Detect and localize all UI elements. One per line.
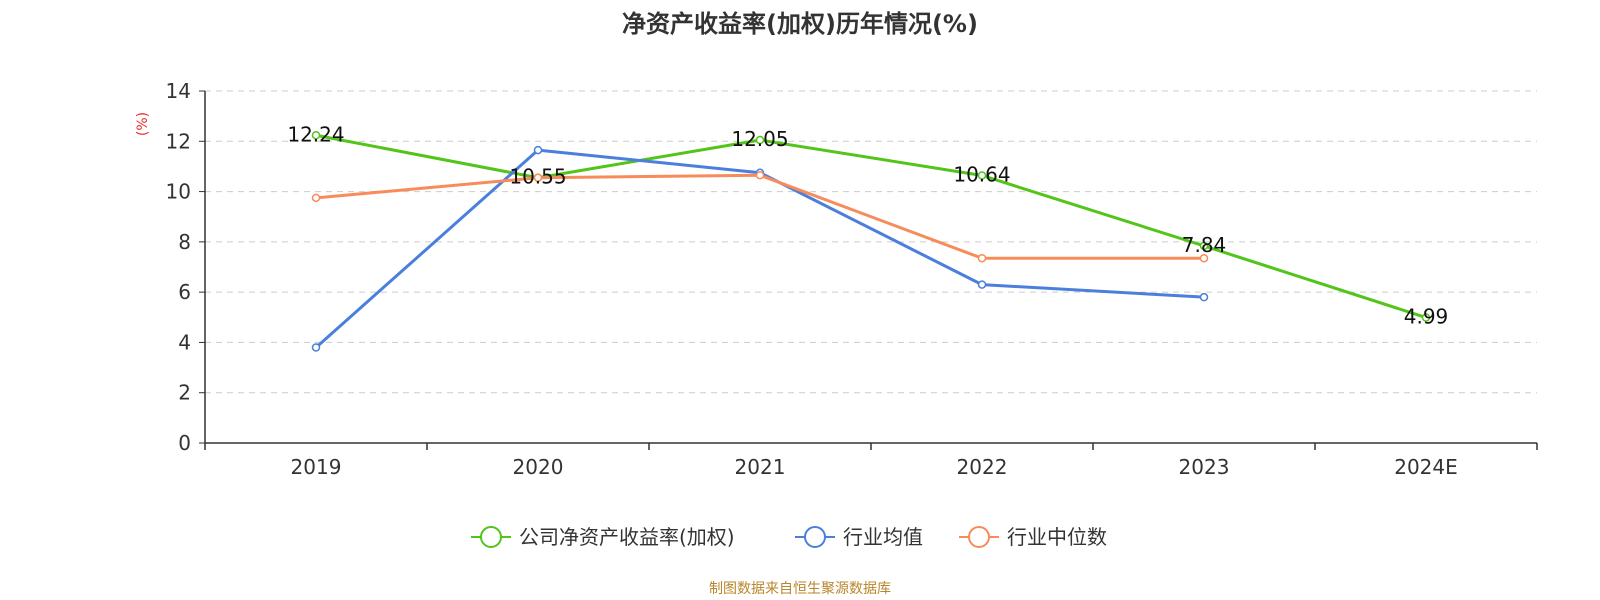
series-line-1 (315, 148, 1205, 349)
y-tick-label: 0 (178, 431, 191, 455)
data-point (1421, 313, 1431, 322)
data-point (1199, 292, 1209, 302)
data-labels: 12.24 10.55 12.05 10.64 7.84 4.99 (287, 122, 1448, 328)
legend-marker-icon (968, 526, 990, 548)
legend-label: 行业中位数 (1007, 525, 1107, 549)
legend-item-2[interactable]: 行业中位数 (959, 525, 1107, 549)
data-point (311, 131, 321, 140)
y-tick-label: 14 (166, 79, 191, 103)
series-lines (311, 131, 1431, 352)
x-tick-label: 2019 (291, 455, 342, 479)
x-tick-label: 2020 (513, 455, 564, 479)
data-label: 10.55 (509, 165, 566, 189)
axes: 0 2 4 6 8 10 12 14 2019 2020 2021 2022 2023 2024E (166, 79, 1538, 479)
y-tick-label: 4 (178, 330, 191, 354)
data-point (977, 253, 987, 263)
legend[interactable]: 公司净资产收益率(加权) 行业均值 行业中位数 (471, 525, 1107, 549)
legend-label: 公司净资产收益率(加权) (519, 525, 735, 549)
data-point (1199, 241, 1209, 251)
legend-marker-icon (804, 526, 826, 548)
data-point (311, 193, 321, 203)
data-point (311, 343, 321, 352)
x-tick-label: 2021 (735, 455, 786, 479)
legend-label: 行业均值 (843, 525, 923, 549)
y-tick-label: 2 (178, 381, 191, 405)
y-tick-label: 12 (166, 129, 191, 153)
data-point (533, 145, 543, 155)
data-label: 12.24 (287, 122, 344, 146)
data-label: 7.84 (1182, 233, 1227, 257)
data-label: 10.64 (953, 162, 1010, 186)
data-point (533, 173, 543, 182)
chart-title: 净资产收益率(加权)历年情况(%) (622, 10, 978, 38)
data-point (755, 135, 765, 145)
series-line-0 (315, 133, 1427, 319)
y-axis-label: (%) (135, 112, 151, 136)
series-line-2 (315, 173, 1204, 260)
x-tick-label: 2024E (1394, 455, 1458, 479)
source-note: 制图数据来自恒生聚源数据库 (709, 581, 891, 597)
data-point (755, 170, 765, 180)
data-point (1199, 253, 1209, 263)
legend-item-1[interactable]: 行业均值 (795, 525, 923, 549)
legend-marker-icon (480, 526, 502, 548)
data-point (977, 280, 987, 289)
x-tick-label: 2023 (1179, 455, 1230, 479)
grid-lines (205, 90, 1537, 394)
y-tick-label: 6 (178, 280, 191, 304)
data-point (977, 171, 987, 180)
data-label: 4.99 (1404, 305, 1449, 329)
y-tick-label: 8 (178, 230, 191, 254)
x-tick-label: 2022 (957, 455, 1008, 479)
legend-item-0[interactable]: 公司净资产收益率(加权) (471, 525, 735, 549)
data-label: 12.05 (731, 127, 788, 151)
y-tick-label: 10 (166, 180, 191, 204)
